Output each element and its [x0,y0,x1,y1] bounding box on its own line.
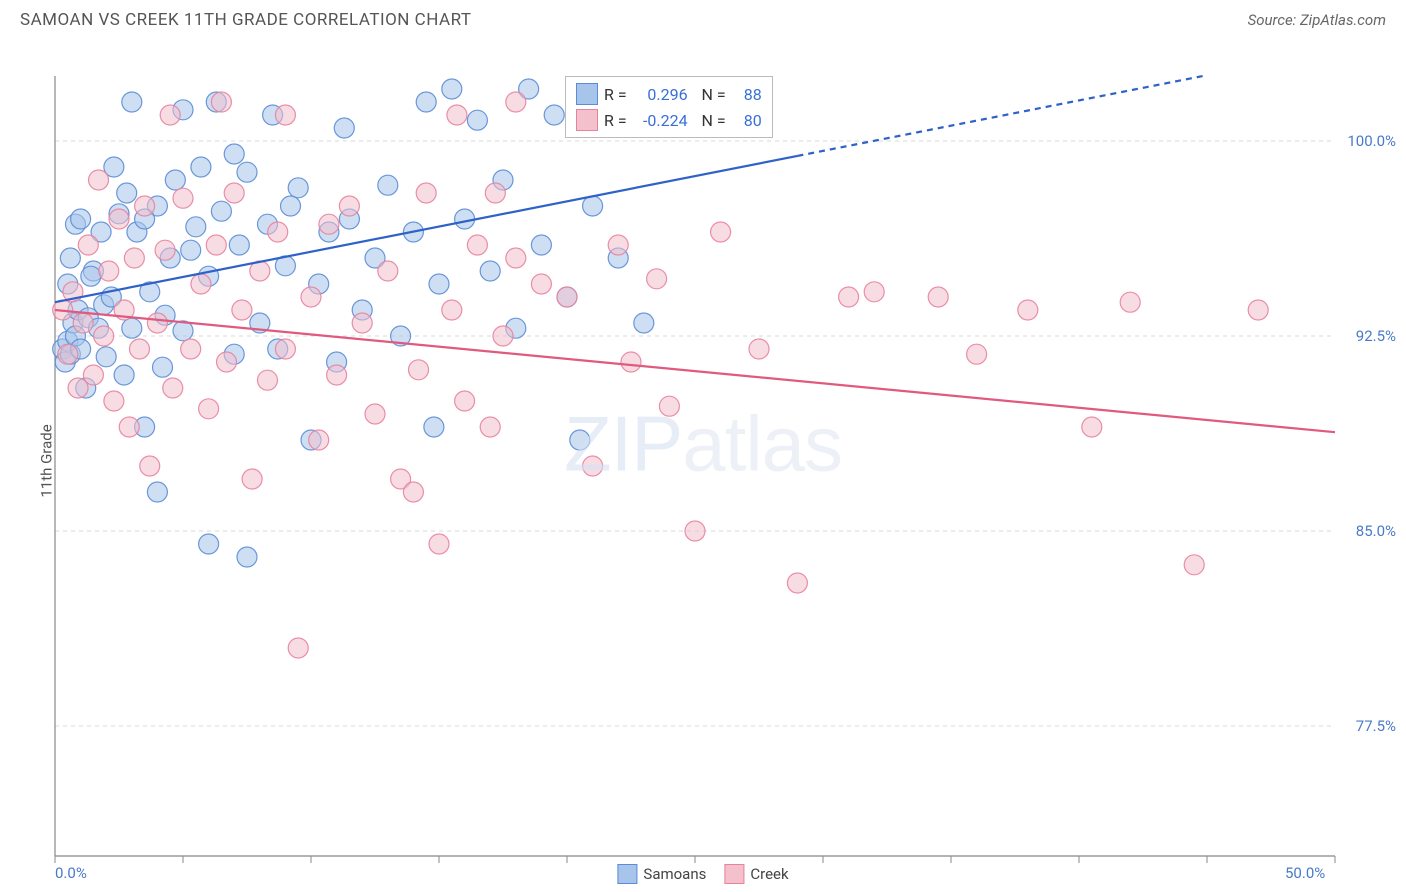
legend-swatch [724,864,744,884]
y-tick-label: 85.0% [1356,522,1396,540]
n-value: 88 [732,85,762,104]
series-legend-item: Creek [724,864,788,884]
legend-swatch [576,109,598,131]
n-value: 80 [732,111,762,130]
legend-swatch [617,864,637,884]
series-legend: Samoans Creek [617,864,788,884]
r-value: -0.224 [633,111,688,130]
r-label: R = [604,111,627,130]
series-legend-label: Samoans [643,865,706,883]
stats-legend-row: R = -0.224 N = 80 [576,107,762,133]
stats-legend: R = 0.296 N = 88 R = -0.224 N = 80 [565,76,773,138]
n-label: N = [694,111,726,130]
r-label: R = [604,85,627,104]
y-tick-label: 92.5% [1356,327,1396,345]
x-tick-label: 0.0% [55,864,87,882]
scatter-plot [0,36,1406,886]
chart-area: 11th Grade ZIPatlas R =0.296 N =88R =-0.… [0,36,1406,886]
x-tick-label: 50.0% [1285,864,1325,882]
stats-legend-row: R = 0.296 N = 88 [576,81,762,107]
y-tick-label: 77.5% [1356,717,1396,735]
n-label: N = [694,85,726,104]
chart-title: SAMOAN VS CREEK 11TH GRADE CORRELATION C… [20,10,472,30]
chart-header: SAMOAN VS CREEK 11TH GRADE CORRELATION C… [0,0,1406,36]
chart-source: Source: ZipAtlas.com [1248,11,1386,29]
r-value: 0.296 [633,85,688,104]
series-legend-label: Creek [750,865,788,883]
legend-swatch [576,83,598,105]
series-legend-item: Samoans [617,864,706,884]
y-tick-label: 100.0% [1347,132,1396,150]
